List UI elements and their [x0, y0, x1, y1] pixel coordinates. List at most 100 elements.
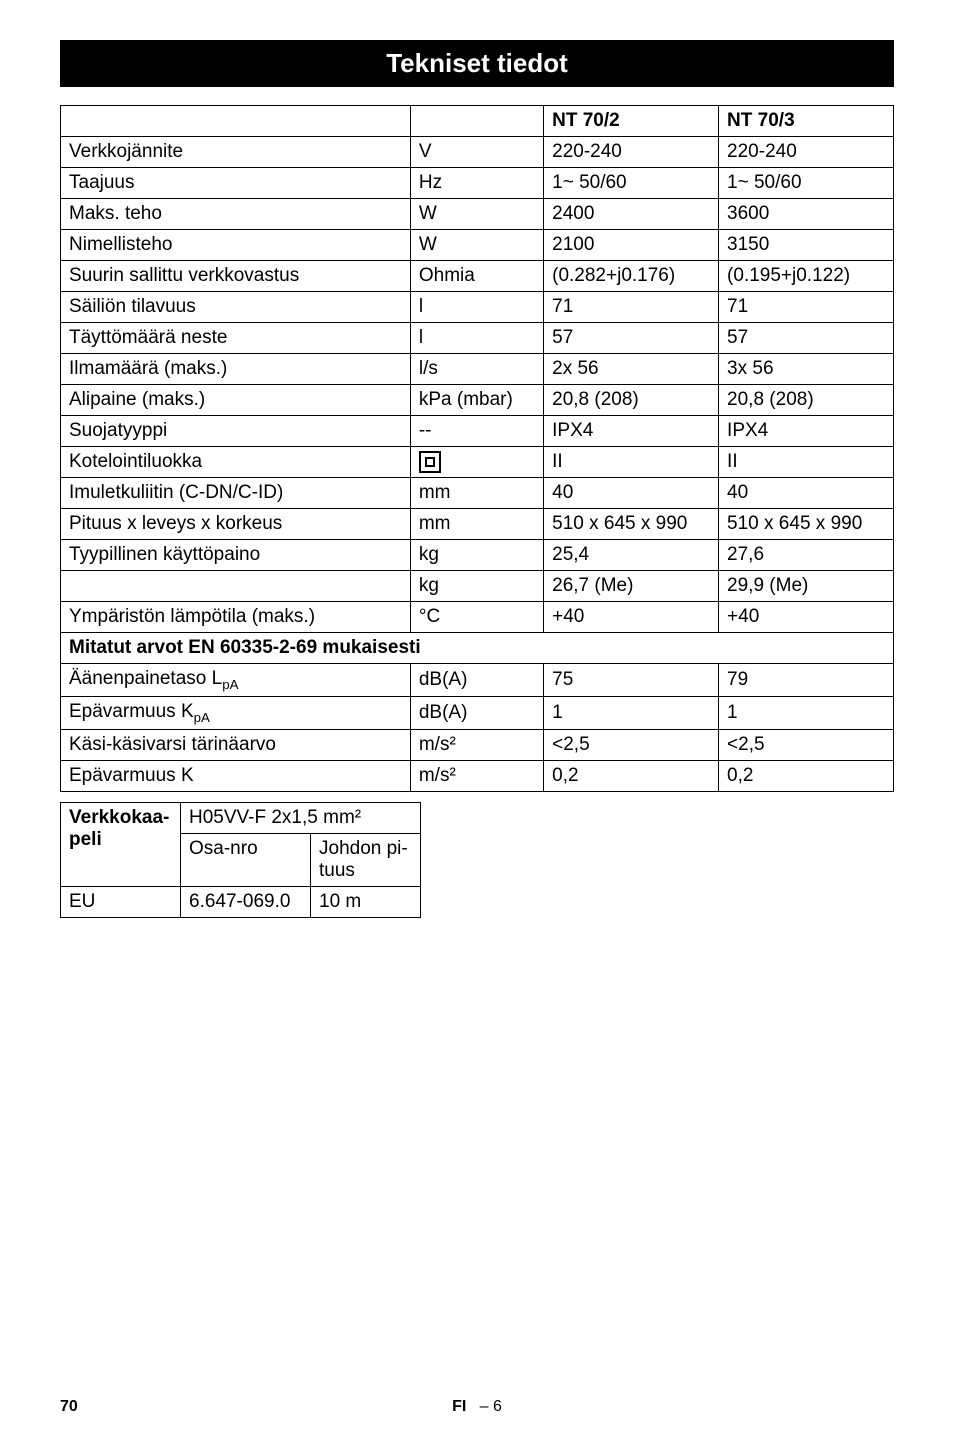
table-cell: Maks. teho [61, 199, 411, 230]
table-cell: m/s² [410, 729, 543, 760]
table-cell: kPa (mbar) [410, 385, 543, 416]
cable-table: Verkkokaa-peli H05VV-F 2x1,5 mm² Osa-nro… [60, 802, 421, 918]
table-cell: II [544, 447, 719, 478]
table-cell: 71 [719, 292, 894, 323]
cable-header-length: Johdon pi-tuus [311, 833, 421, 886]
table-cell: 3600 [719, 199, 894, 230]
table-cell: <2,5 [544, 729, 719, 760]
table-cell: Ohmia [410, 261, 543, 292]
table-cell: IPX4 [544, 416, 719, 447]
table-cell: Äänenpainetaso LpA [61, 664, 411, 697]
table-cell: Epävarmuus K [61, 760, 411, 791]
table-cell: m/s² [410, 760, 543, 791]
table-cell: 0,2 [719, 760, 894, 791]
table-row: Äänenpainetaso LpAdB(A)7579 [61, 664, 894, 697]
table-cell: 75 [544, 664, 719, 697]
table-cell: 510 x 645 x 990 [544, 509, 719, 540]
table-cell: Käsi-käsivarsi tärinäarvo [61, 729, 411, 760]
table-row: Käsi-käsivarsi tärinäarvom/s²<2,5<2,5 [61, 729, 894, 760]
table-cell: 27,6 [719, 540, 894, 571]
table-row: Epävarmuus Km/s²0,20,2 [61, 760, 894, 791]
table-cell: Suurin sallittu verkkovastus [61, 261, 411, 292]
table-cell: 2400 [544, 199, 719, 230]
table-cell: Epävarmuus KpA [61, 696, 411, 729]
table-cell: 1 [544, 696, 719, 729]
table-cell: Hz [410, 168, 543, 199]
table-cell: 3150 [719, 230, 894, 261]
table-cell: 1 [719, 696, 894, 729]
table-row: Täyttömäärä nestel5757 [61, 323, 894, 354]
table-row: Tyypillinen käyttöpainokg25,427,6 [61, 540, 894, 571]
table-cell: 510 x 645 x 990 [719, 509, 894, 540]
cable-length: 10 m [311, 886, 421, 917]
section-title: Mitatut arvot EN 60335-2-69 mukaisesti [61, 633, 894, 664]
table-cell: +40 [544, 602, 719, 633]
table-cell: <2,5 [719, 729, 894, 760]
table-cell: 0,2 [544, 760, 719, 791]
table-cell: Kotelointiluokka [61, 447, 411, 478]
class2-icon [419, 451, 441, 473]
table-row: Alipaine (maks.)kPa (mbar)20,8 (208)20,8… [61, 385, 894, 416]
table-row: NimellistehoW21003150 [61, 230, 894, 261]
table-cell: -- [410, 416, 543, 447]
table-row: Imuletkuliitin (C-DN/C-ID)mm4040 [61, 478, 894, 509]
table-cell: Ympäristön lämpötila (maks.) [61, 602, 411, 633]
table-cell: IPX4 [719, 416, 894, 447]
table-cell: °C [410, 602, 543, 633]
cable-header-partno: Osa-nro [181, 833, 311, 886]
table-cell [61, 571, 411, 602]
table-cell: W [410, 199, 543, 230]
header-blank-2 [410, 106, 543, 137]
table-cell: 26,7 (Me) [544, 571, 719, 602]
table-cell: kg [410, 571, 543, 602]
table-header-row: NT 70/2 NT 70/3 [61, 106, 894, 137]
table-cell: l/s [410, 354, 543, 385]
table-row: KotelointiluokkaIIII [61, 447, 894, 478]
table-cell: 2100 [544, 230, 719, 261]
table-cell: Taajuus [61, 168, 411, 199]
table-cell: 2x 56 [544, 354, 719, 385]
table-cell: 1~ 50/60 [544, 168, 719, 199]
table-cell: 3x 56 [719, 354, 894, 385]
footer-lang: FI [452, 1398, 466, 1415]
table-cell: Verkkojännite [61, 137, 411, 168]
page-footer: 70 FI – 6 [60, 1398, 894, 1416]
header-blank-1 [61, 106, 411, 137]
cable-title: Verkkokaa-peli [61, 802, 181, 886]
table-cell: (0.195+j0.122) [719, 261, 894, 292]
table-row: Suurin sallittu verkkovastusOhmia(0.282+… [61, 261, 894, 292]
table-cell: kg [410, 540, 543, 571]
table-cell: 79 [719, 664, 894, 697]
page-number: 70 [60, 1398, 78, 1415]
table-cell: dB(A) [410, 696, 543, 729]
table-cell: mm [410, 478, 543, 509]
table-row: kg26,7 (Me)29,9 (Me) [61, 571, 894, 602]
table-cell: Pituus x leveys x korkeus [61, 509, 411, 540]
table-cell: Suojatyyppi [61, 416, 411, 447]
table-row: Pituus x leveys x korkeusmm510 x 645 x 9… [61, 509, 894, 540]
cable-spec: H05VV-F 2x1,5 mm² [181, 802, 421, 833]
header-model-2: NT 70/3 [719, 106, 894, 137]
table-row: Suojatyyppi--IPX4IPX4 [61, 416, 894, 447]
page-title: Tekniset tiedot [60, 40, 894, 87]
table-cell: 40 [544, 478, 719, 509]
section-row: Mitatut arvot EN 60335-2-69 mukaisesti [61, 633, 894, 664]
table-cell: 220-240 [719, 137, 894, 168]
table-row: Ympäristön lämpötila (maks.)°C+40+40 [61, 602, 894, 633]
table-cell: V [410, 137, 543, 168]
table-cell: l [410, 292, 543, 323]
table-row: Ilmamäärä (maks.)l/s2x 563x 56 [61, 354, 894, 385]
spec-table: NT 70/2 NT 70/3 VerkkojänniteV220-240220… [60, 105, 894, 792]
table-cell: dB(A) [410, 664, 543, 697]
table-cell: Ilmamäärä (maks.) [61, 354, 411, 385]
table-cell: 29,9 (Me) [719, 571, 894, 602]
table-cell: Imuletkuliitin (C-DN/C-ID) [61, 478, 411, 509]
table-cell: 71 [544, 292, 719, 323]
table-cell: (0.282+j0.176) [544, 261, 719, 292]
table-cell: Nimellisteho [61, 230, 411, 261]
table-row: Epävarmuus KpAdB(A)11 [61, 696, 894, 729]
cable-region: EU [61, 886, 181, 917]
table-cell: 25,4 [544, 540, 719, 571]
table-cell: Alipaine (maks.) [61, 385, 411, 416]
table-cell: 57 [544, 323, 719, 354]
